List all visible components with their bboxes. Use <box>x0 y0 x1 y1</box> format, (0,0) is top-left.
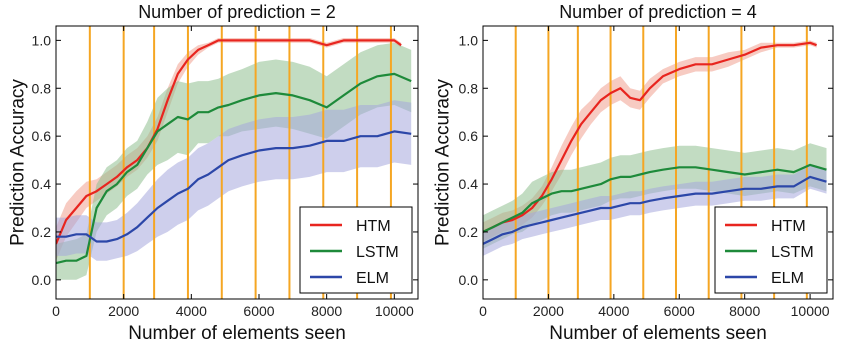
y-tick-label: 0.2 <box>32 224 52 240</box>
line-lstm <box>56 72 412 265</box>
chart-title: Number of prediction = 2 <box>138 2 336 22</box>
line-elm <box>483 175 827 245</box>
y-tick-label: 1.0 <box>32 32 52 48</box>
y-tick-label: 0.2 <box>459 224 479 240</box>
x-tick-label: 6000 <box>664 303 695 319</box>
legend: HTM LSTM ELM <box>299 206 413 294</box>
legend-label-lstm: LSTM <box>356 244 399 261</box>
y-tick-label: 0.8 <box>459 80 479 96</box>
x-tick-label: 0 <box>52 303 60 319</box>
y-axis-label: Prediction Accuracy <box>8 79 29 246</box>
x-tick-label: 10000 <box>375 303 414 319</box>
y-tick-label: 0.6 <box>32 128 52 144</box>
x-tick-label: 4000 <box>176 303 207 319</box>
plot-frame <box>55 25 419 300</box>
x-tick-label: 2000 <box>533 303 564 319</box>
chart-panel-1: 0.0 0.2 0.4 0.6 0.8 1.0 0 2000 4000 6000 8000 10000… <box>8 2 419 344</box>
y-tick-label: 0.4 <box>32 176 52 192</box>
chart-title: Number of prediction = 4 <box>559 2 757 22</box>
line-elm <box>56 130 412 243</box>
legend-label-lstm: LSTM <box>771 244 814 261</box>
legend-label-htm: HTM <box>771 218 806 235</box>
y-tick-label: 0.8 <box>32 80 52 96</box>
x-tick-label: 8000 <box>311 303 342 319</box>
y-tick-label: 0.0 <box>459 272 479 288</box>
legend: HTM LSTM ELM <box>714 206 828 294</box>
chart-panel-2: 0.0 0.2 0.4 0.6 0.8 1.0 0 2000 4000 6000 8000 10000… <box>433 2 834 344</box>
y-tick-label: 0.0 <box>32 272 52 288</box>
x-tick-label: 8000 <box>729 303 760 319</box>
plot-frame <box>482 25 834 300</box>
x-tick-label: 10000 <box>791 303 830 319</box>
legend-label-elm: ELM <box>356 270 389 287</box>
y-tick-label: 1.0 <box>459 32 479 48</box>
plot-area <box>56 26 412 299</box>
plot-area <box>483 26 827 299</box>
y-tick-label: 0.6 <box>459 128 479 144</box>
x-tick-label: 0 <box>479 303 487 319</box>
x-tick-label: 6000 <box>243 303 274 319</box>
x-tick-label: 4000 <box>598 303 629 319</box>
line-htm <box>483 41 817 233</box>
x-axis-label: Number of elements seen <box>549 323 767 344</box>
y-axis-label: Prediction Accuracy <box>433 79 454 246</box>
y-tick-label: 0.4 <box>459 176 479 192</box>
x-tick-label: 2000 <box>108 303 139 319</box>
x-axis-label: Number of elements seen <box>128 323 346 344</box>
line-lstm <box>483 163 827 233</box>
legend-label-elm: ELM <box>771 270 804 287</box>
line-htm <box>56 39 402 245</box>
legend-label-htm: HTM <box>356 218 391 235</box>
